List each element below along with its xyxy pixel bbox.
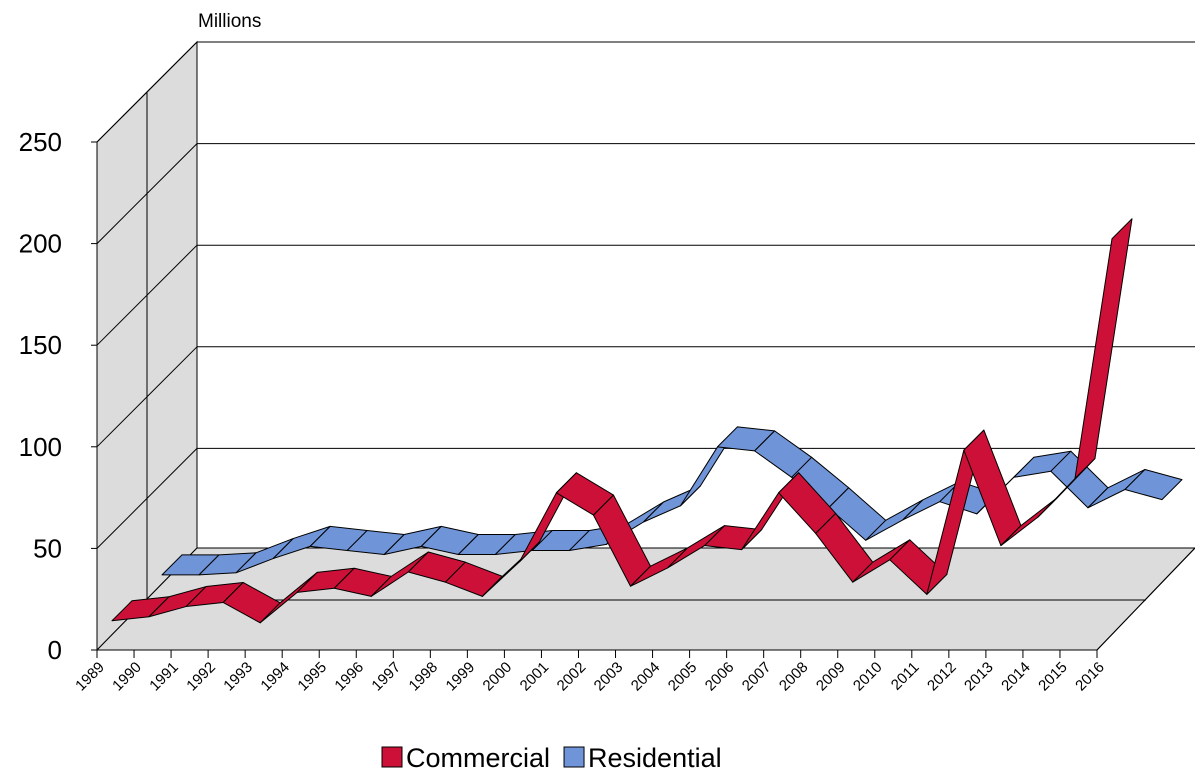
- x-tick-label: 2000: [480, 659, 516, 695]
- legend-swatch: [563, 746, 585, 768]
- x-tick-label: 2003: [591, 659, 627, 695]
- legend-label: Residential: [588, 743, 722, 773]
- x-tick-label: 1992: [183, 659, 219, 695]
- x-tick-label: 2004: [628, 659, 664, 695]
- x-tick-label: 1997: [369, 659, 405, 695]
- x-tick-label: 2014: [998, 659, 1034, 695]
- legend-swatch: [381, 746, 403, 768]
- x-tick-label: 2012: [924, 659, 960, 695]
- x-tick-label: 1996: [331, 659, 367, 695]
- x-tick-label: 2006: [702, 659, 738, 695]
- grid-line: [96, 41, 198, 143]
- y-tick-label: 0: [48, 635, 62, 665]
- x-tick-label: 1991: [146, 659, 182, 695]
- x-tick-label: 1993: [220, 659, 256, 695]
- x-tick-label: 2011: [888, 659, 923, 694]
- x-tick-label: 1995: [294, 659, 330, 695]
- grid-line: [96, 346, 198, 448]
- line-segment: [1074, 218, 1133, 480]
- grid-line: [96, 448, 198, 549]
- x-tick-label: 2016: [1072, 659, 1108, 695]
- x-tick-label: 2005: [665, 659, 701, 695]
- x-tick-label: 2001: [517, 659, 553, 695]
- x-tick-label: 1989: [72, 659, 108, 695]
- x-tick-label: 1990: [109, 659, 145, 695]
- y-tick-label: 50: [33, 533, 62, 563]
- x-tick-label: 2013: [961, 659, 997, 695]
- x-tick-label: 2010: [850, 659, 886, 695]
- x-tick-label: 1994: [257, 659, 293, 695]
- y-tick-label: 250: [19, 127, 62, 157]
- x-tick-label: 2009: [813, 659, 849, 695]
- x-tick-label: 2008: [776, 659, 812, 695]
- y-tick-label: 200: [19, 229, 62, 259]
- x-tick-label: 1999: [443, 659, 479, 695]
- x-tick-label: 2015: [1035, 659, 1071, 695]
- floor-edge: [1096, 547, 1195, 651]
- line-segment: [1124, 468, 1183, 501]
- axis-label: Millions: [198, 11, 261, 32]
- grid-line: [96, 244, 198, 346]
- x-tick-label: 1998: [406, 659, 442, 695]
- x-tick-label: 2002: [554, 659, 590, 695]
- y-tick-label: 100: [19, 432, 62, 462]
- grid-line: [96, 143, 198, 244]
- legend-label: Commercial: [406, 743, 550, 773]
- x-tick-label: 2007: [739, 659, 775, 695]
- y-tick-label: 150: [19, 330, 62, 360]
